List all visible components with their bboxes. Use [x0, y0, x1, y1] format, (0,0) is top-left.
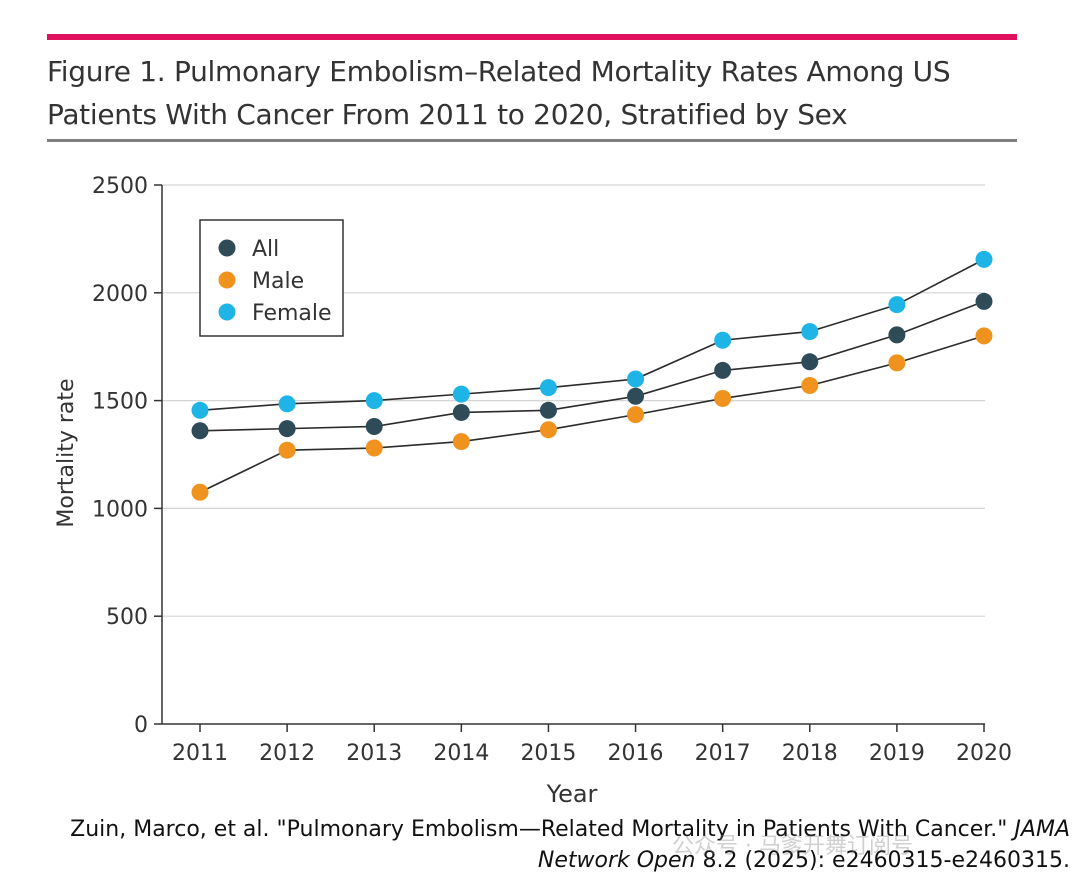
- point-male-2019: [888, 354, 906, 372]
- point-female-2011: [191, 401, 209, 419]
- citation: Zuin, Marco, et al. "Pulmonary Embolism—…: [0, 814, 1070, 876]
- point-female-2015: [539, 379, 557, 397]
- xtick-label-2016: 2016: [608, 741, 664, 766]
- point-male-2017: [714, 389, 732, 407]
- legend-label-male: Male: [252, 269, 304, 294]
- point-male-2020: [975, 327, 993, 345]
- title-top-rule: [47, 34, 1017, 40]
- ytick-label-500: 500: [106, 605, 148, 630]
- point-female-2013: [365, 392, 383, 410]
- series-lines: [199, 258, 985, 493]
- xtick-label-2015: 2015: [520, 741, 576, 766]
- figure-title: Figure 1. Pulmonary Embolism–Related Mor…: [47, 55, 951, 131]
- point-all-2014: [452, 403, 470, 421]
- point-all-2020: [975, 292, 993, 310]
- ytick-label-1500: 1500: [92, 390, 148, 415]
- legend-marker-female: [218, 303, 236, 321]
- point-male-2018: [801, 377, 819, 395]
- point-all-2019: [888, 326, 906, 344]
- point-female-2012: [278, 395, 296, 413]
- citation-journal-part2: Network Open: [537, 848, 696, 873]
- ytick-label-2500: 2500: [92, 174, 148, 199]
- legend-marker-male: [218, 271, 236, 289]
- legend-marker-all: [218, 239, 236, 257]
- axes: [154, 184, 985, 732]
- point-female-2017: [714, 331, 732, 349]
- series-line-all: [199, 300, 985, 432]
- point-all-2013: [365, 417, 383, 435]
- xtick-label-2019: 2019: [869, 741, 925, 766]
- xtick-label-2012: 2012: [259, 741, 315, 766]
- xtick-label-2017: 2017: [695, 741, 751, 766]
- series-points: [191, 250, 993, 501]
- point-all-2012: [278, 420, 296, 438]
- citation-journal-part1: JAMA: [1014, 817, 1070, 842]
- point-male-2014: [452, 433, 470, 451]
- xtick-label-2013: 2013: [346, 741, 402, 766]
- point-male-2011: [191, 483, 209, 501]
- point-male-2016: [627, 406, 645, 424]
- point-male-2012: [278, 441, 296, 459]
- tick-labels: 0 500 1000 1500 2000 2500 2011 2012 2013 2014 2015…: [92, 174, 1012, 766]
- citation-line2-text: 8.2 (2025): e2460315-e2460315.: [695, 848, 1070, 873]
- legend-label-all: All: [252, 237, 279, 262]
- point-all-2018: [801, 353, 819, 371]
- x-axis-label: Year: [546, 780, 598, 808]
- point-female-2016: [627, 370, 645, 388]
- point-female-2019: [888, 296, 906, 314]
- title-bottom-rule: [47, 139, 1017, 142]
- y-axis-label: Mortality rate: [54, 378, 79, 527]
- point-all-2015: [539, 401, 557, 419]
- point-all-2011: [191, 422, 209, 440]
- point-female-2018: [801, 323, 819, 341]
- legend-label-female: Female: [252, 301, 332, 326]
- point-male-2013: [365, 439, 383, 457]
- legend: All Male Female: [199, 219, 344, 337]
- ytick-label-2000: 2000: [92, 282, 148, 307]
- series-line-female: [199, 258, 985, 412]
- point-all-2017: [714, 361, 732, 379]
- xtick-label-2020: 2020: [956, 741, 1012, 766]
- series-line-male: [199, 335, 985, 493]
- point-female-2014: [452, 385, 470, 403]
- citation-line1-text: Zuin, Marco, et al. "Pulmonary Embolism—…: [70, 817, 1015, 842]
- ytick-label-0: 0: [134, 713, 148, 738]
- point-all-2016: [627, 387, 645, 405]
- point-female-2020: [975, 250, 993, 268]
- xtick-label-2018: 2018: [782, 741, 838, 766]
- watermark-text: 公众号 · 马爹开舞订阅号: [672, 834, 913, 859]
- point-male-2015: [539, 421, 557, 439]
- xtick-label-2011: 2011: [172, 741, 228, 766]
- ytick-label-1000: 1000: [92, 497, 148, 522]
- xtick-label-2014: 2014: [433, 741, 489, 766]
